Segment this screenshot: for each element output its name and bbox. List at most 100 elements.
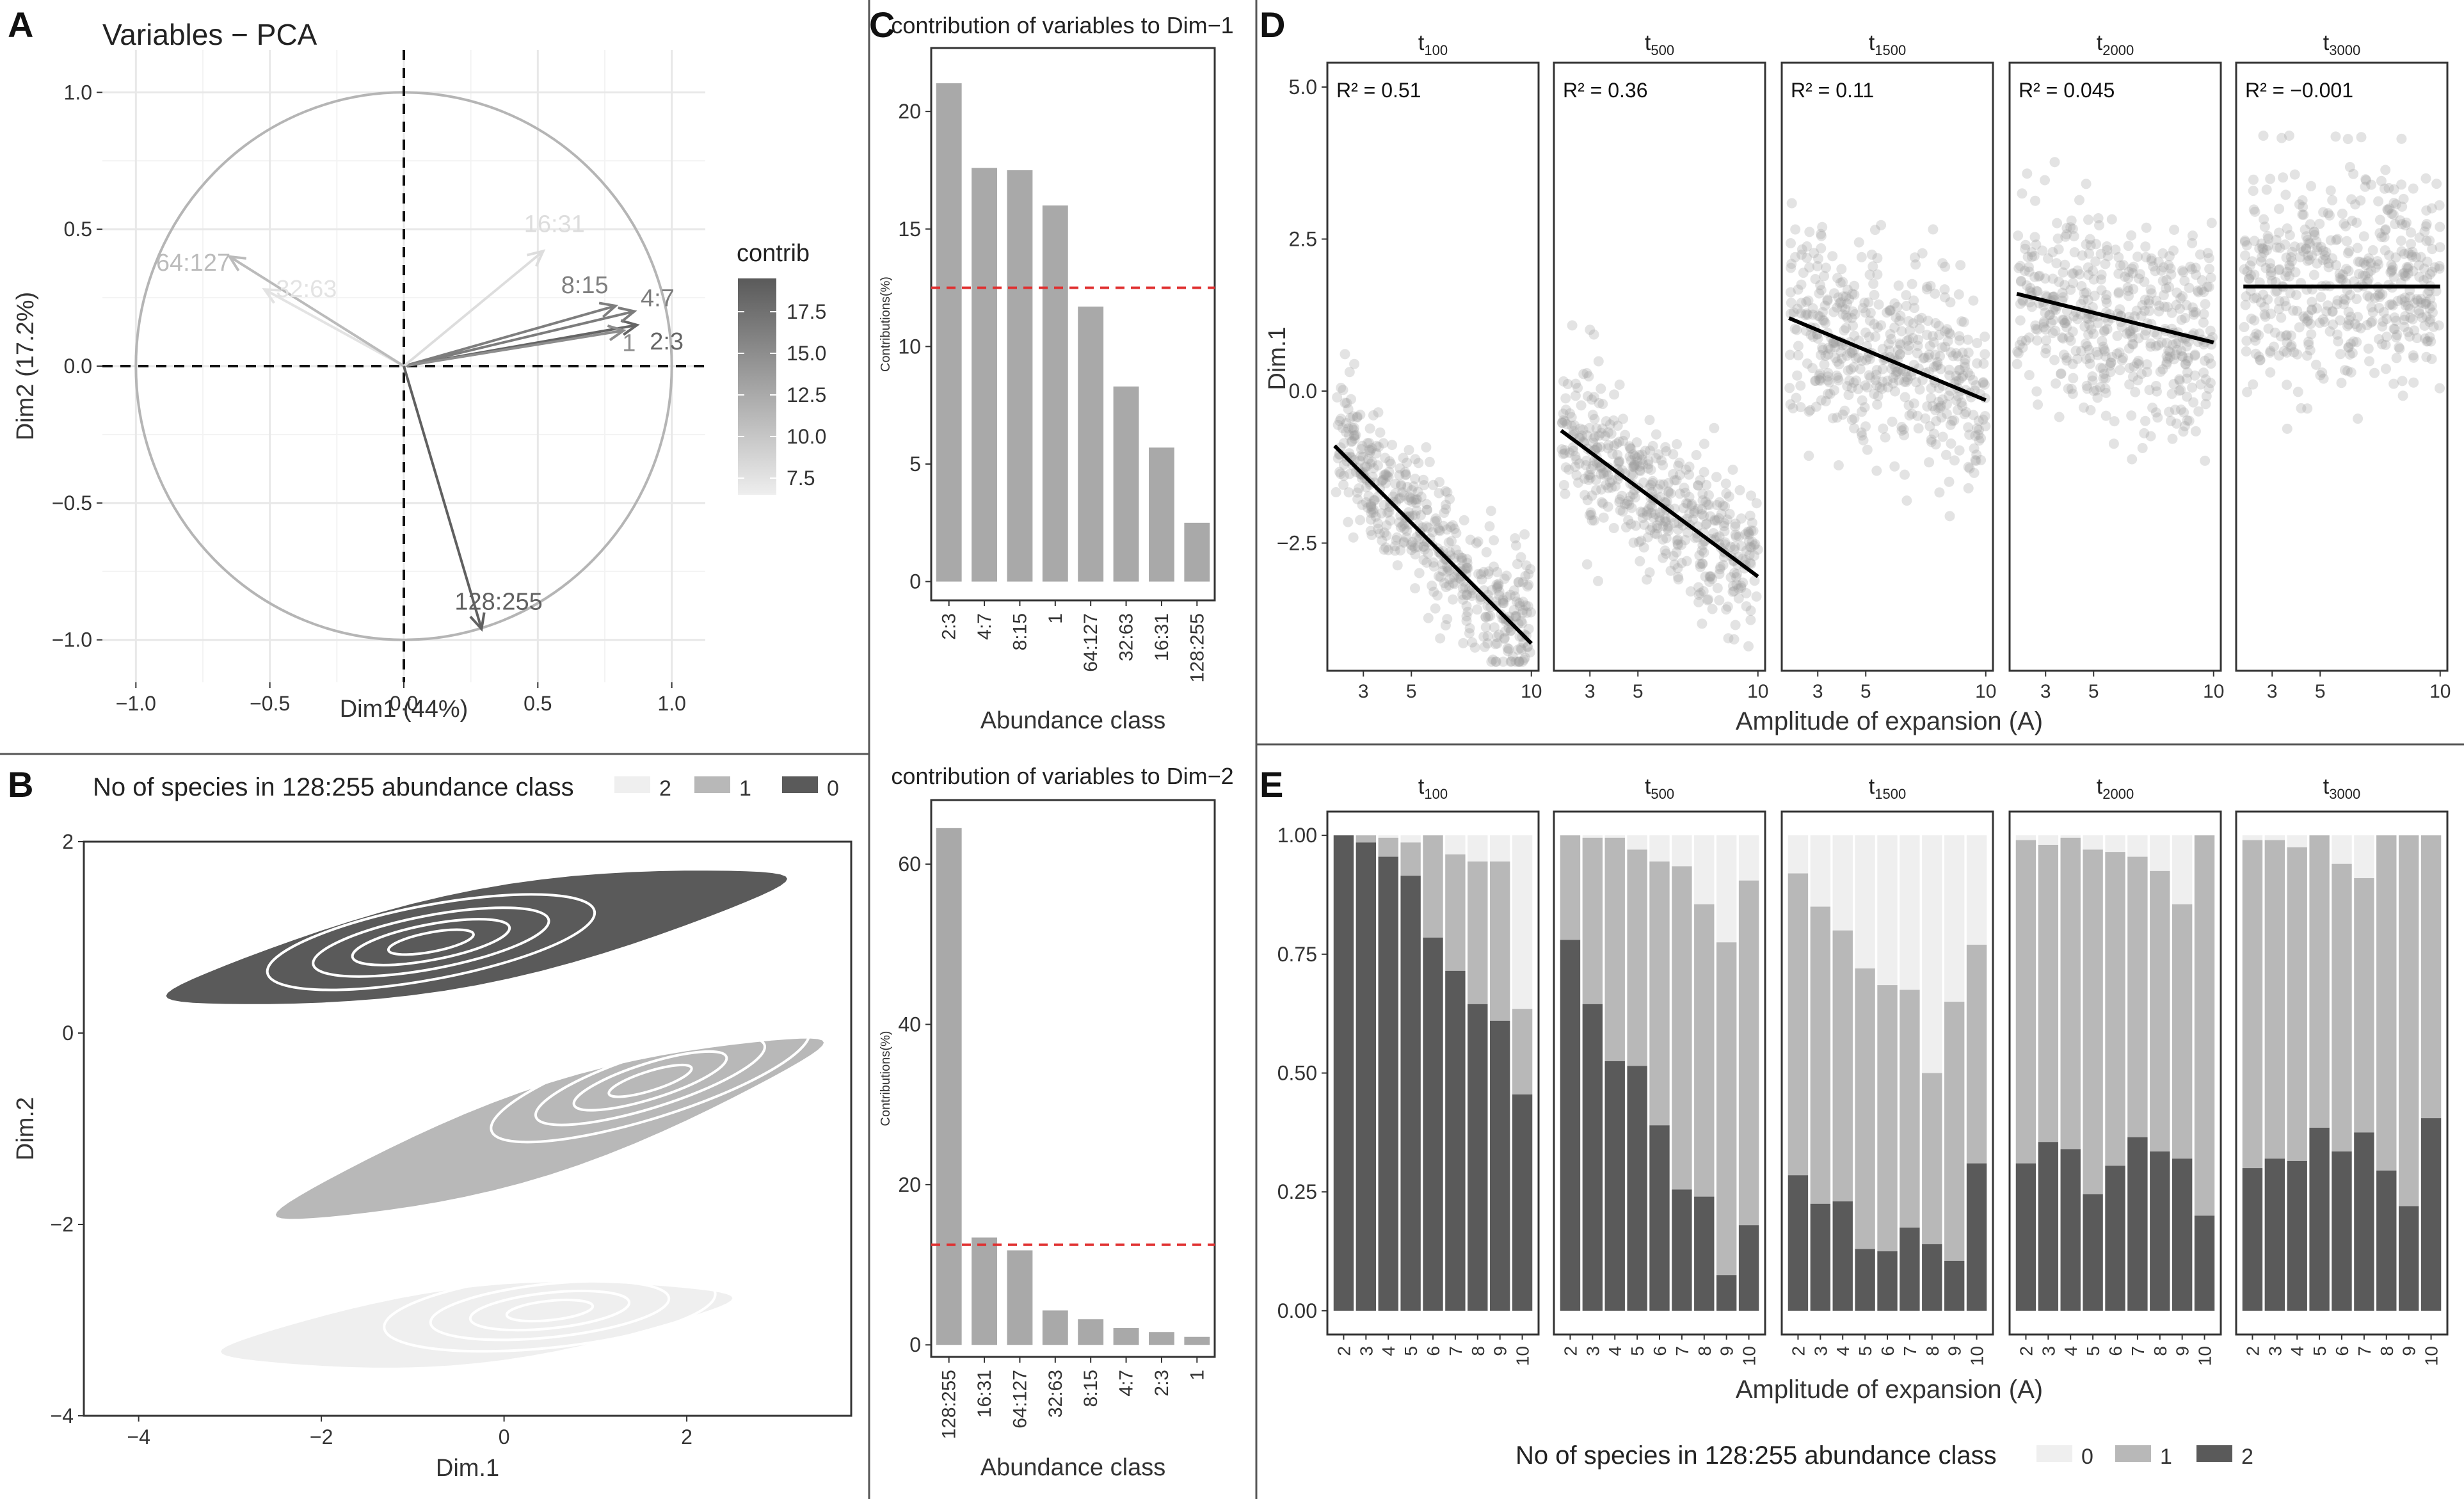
data-point xyxy=(2425,269,2436,280)
data-point xyxy=(1837,409,1848,420)
data-point xyxy=(1601,416,1612,427)
marks-layer xyxy=(102,50,2445,1462)
data-point xyxy=(1371,448,1382,459)
y-axis-label: Contributions(%) xyxy=(879,277,893,372)
data-point xyxy=(1421,504,1432,515)
data-point xyxy=(2350,199,2361,210)
bar-16:31 xyxy=(972,1237,997,1345)
data-point xyxy=(1405,493,1416,504)
data-point xyxy=(2253,330,2264,341)
data-point xyxy=(1816,395,1827,406)
data-point xyxy=(1580,460,1591,470)
category-label: 9 xyxy=(1945,1346,1965,1356)
data-point xyxy=(1647,522,1658,533)
data-point xyxy=(1494,586,1505,597)
data-point xyxy=(1788,403,1798,413)
data-point xyxy=(2245,270,2256,280)
data-point xyxy=(1519,654,1530,665)
data-point xyxy=(2364,253,2374,264)
data-point xyxy=(2030,195,2040,206)
data-point xyxy=(1340,349,1350,360)
legend-tick-label: 15.0 xyxy=(787,342,826,365)
data-point xyxy=(2392,330,2403,341)
data-point xyxy=(1505,625,1516,636)
data-point xyxy=(2259,221,2270,232)
chart-title: contribution of variables to Dim−2 xyxy=(891,763,1233,789)
data-point xyxy=(1924,421,1935,431)
data-point xyxy=(2294,199,2305,210)
data-point xyxy=(2164,351,2175,362)
legend-key-0 xyxy=(782,776,818,793)
data-point xyxy=(2251,328,2262,339)
data-point xyxy=(1371,440,1382,451)
y-tick-label: −0.5 xyxy=(52,492,92,515)
category-label: 2 xyxy=(2243,1346,2262,1356)
data-point xyxy=(2099,325,2110,336)
bar-segment-2 xyxy=(2264,1158,2285,1311)
data-point xyxy=(1837,301,1848,312)
data-point xyxy=(2309,230,2320,241)
data-point xyxy=(1356,444,1366,454)
data-point xyxy=(1619,499,1630,509)
data-point xyxy=(2426,300,2437,311)
data-point xyxy=(2159,301,2170,312)
data-point xyxy=(2335,315,2346,326)
data-point xyxy=(2100,383,2111,394)
data-point xyxy=(1373,524,1384,534)
data-point xyxy=(1406,545,1417,556)
bar-segment-1 xyxy=(2105,852,2125,1166)
data-point xyxy=(1814,370,1825,381)
data-point xyxy=(2088,274,2099,285)
bar-segment-2 xyxy=(1900,1227,1920,1311)
data-point xyxy=(2100,259,2111,269)
bar-segment-1 xyxy=(2398,835,2419,1206)
data-point xyxy=(1628,537,1639,548)
data-point xyxy=(1671,547,1682,557)
data-point xyxy=(1407,541,1418,552)
data-point xyxy=(2134,359,2145,370)
x-axis-label: Abundance class xyxy=(980,707,1165,734)
data-point xyxy=(1368,495,1379,506)
data-point xyxy=(1484,566,1494,577)
data-point xyxy=(1871,380,1882,391)
data-point xyxy=(2271,234,2282,245)
data-point xyxy=(1462,589,1473,600)
data-point xyxy=(1939,292,1950,303)
data-point xyxy=(2145,284,2156,295)
data-point xyxy=(1711,472,1722,483)
data-point xyxy=(1951,371,1962,381)
data-point xyxy=(2059,317,2070,328)
data-point xyxy=(1499,634,1510,644)
data-point xyxy=(1558,376,1569,387)
category-label: 4 xyxy=(2287,1346,2307,1356)
legend-tick-label: 10.0 xyxy=(787,425,826,448)
data-point xyxy=(2249,269,2260,280)
data-point xyxy=(2381,364,2391,374)
data-point xyxy=(1924,457,1935,468)
data-point xyxy=(2054,277,2065,287)
bar-segment-1 xyxy=(2150,870,2170,1152)
data-point xyxy=(1970,455,1981,465)
data-point xyxy=(2048,304,2059,315)
data-point xyxy=(1601,467,1612,477)
data-point xyxy=(1910,377,1921,388)
data-point xyxy=(2331,235,2342,246)
data-point xyxy=(2152,329,2163,340)
bar-16:31 xyxy=(1149,447,1174,582)
data-point xyxy=(1343,487,1354,498)
density-contour-0 xyxy=(312,906,550,978)
data-point xyxy=(2133,333,2144,344)
data-point xyxy=(1349,430,1360,441)
data-point xyxy=(1366,501,1377,512)
bar-32:63 xyxy=(1042,1310,1068,1345)
data-point xyxy=(1444,565,1455,575)
data-point xyxy=(1801,308,1812,319)
data-point xyxy=(1704,499,1715,510)
data-point xyxy=(1750,539,1761,550)
data-point xyxy=(2381,332,2392,342)
data-point xyxy=(2083,269,2094,280)
data-point xyxy=(1784,383,1795,394)
bar-segment-2 xyxy=(1333,835,1354,1311)
data-point xyxy=(1643,504,1654,515)
